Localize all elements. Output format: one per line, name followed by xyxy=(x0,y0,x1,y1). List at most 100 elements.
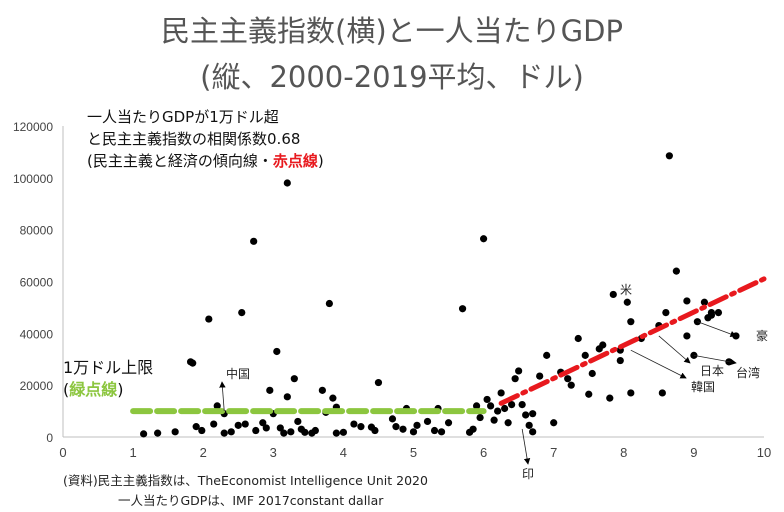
data-point xyxy=(476,413,484,422)
data-point xyxy=(262,424,270,432)
annotation-line3: (民主主義と経済の傾向線・赤点線) xyxy=(87,150,324,172)
data-point xyxy=(518,401,526,409)
data-point xyxy=(658,389,666,397)
cap-line1: 1万ドル上限 xyxy=(63,358,154,377)
data-point xyxy=(472,402,481,410)
point-label: 韓国 xyxy=(691,380,715,394)
cap-line2-prefix: ( xyxy=(63,380,70,399)
chart-title-line2: (縦、2000-2019平均、ドル) xyxy=(200,60,584,94)
data-point xyxy=(707,309,716,317)
data-point xyxy=(413,421,421,429)
data-point xyxy=(213,402,221,410)
data-point xyxy=(550,419,558,427)
data-point xyxy=(585,390,593,398)
x-tick-label: 6 xyxy=(480,445,487,460)
data-point xyxy=(210,420,218,428)
data-point xyxy=(599,341,607,349)
data-point xyxy=(529,428,537,436)
data-point xyxy=(623,298,631,306)
x-tick-label: 4 xyxy=(340,445,347,460)
data-point xyxy=(662,309,670,317)
data-point xyxy=(469,425,477,433)
data-point xyxy=(189,359,197,367)
point-label: 台湾 xyxy=(736,365,760,380)
data-point xyxy=(672,267,680,275)
point-label: 印 xyxy=(522,467,534,481)
y-tick-label: 20000 xyxy=(20,379,54,393)
data-point xyxy=(301,428,309,436)
data-point xyxy=(399,425,407,433)
data-point xyxy=(588,369,596,378)
annotation-line3-prefix: (民主主義と経済の傾向線・ xyxy=(87,152,273,170)
data-point xyxy=(616,356,624,365)
point-label: 中国 xyxy=(226,366,250,381)
data-point xyxy=(227,428,235,436)
red-trend-line xyxy=(498,276,767,406)
data-point xyxy=(318,386,326,394)
data-point xyxy=(567,381,575,389)
data-point xyxy=(234,421,242,429)
data-point xyxy=(515,367,523,375)
data-point xyxy=(501,404,509,413)
chart-title-line1: 民主主義指数(横)と一人当たりGDP xyxy=(161,14,623,48)
data-point xyxy=(480,235,488,243)
data-point xyxy=(483,395,491,404)
data-point xyxy=(290,375,298,383)
data-point xyxy=(504,419,512,427)
label-arrow xyxy=(521,428,531,465)
x-tick-label: 2 xyxy=(200,445,207,460)
correlation-annotation: 一人当たりGDPが1万ドル超 と民主主義指数の相関係数0.68 (民主主義と経済… xyxy=(87,106,324,172)
data-point xyxy=(171,428,179,436)
source-line2: 一人当たりGDPは、IMF 2017constant dallar xyxy=(118,493,384,508)
annotation-line3-suffix: ) xyxy=(317,152,324,170)
data-point xyxy=(325,299,333,308)
data-point xyxy=(700,298,709,306)
label-arrow xyxy=(697,321,737,338)
data-point xyxy=(294,417,302,426)
data-point xyxy=(283,393,291,401)
data-point xyxy=(458,305,467,313)
green-dotted-label: 緑点線 xyxy=(69,380,118,399)
data-point xyxy=(220,429,228,437)
label-arrow xyxy=(219,381,226,412)
source-line1: (資料)民主主義指数は、TheEconomist Intelligence Un… xyxy=(63,473,428,488)
data-point xyxy=(374,378,383,387)
data-point xyxy=(683,332,691,340)
data-point xyxy=(273,347,281,356)
data-point xyxy=(444,419,453,427)
annotation-line1: 一人当たりGDPが1万ドル超 xyxy=(87,108,279,126)
data-point xyxy=(511,375,519,383)
data-point xyxy=(329,394,337,402)
x-tick-label: 5 xyxy=(410,445,417,460)
red-dotted-label: 赤点線 xyxy=(272,152,318,170)
data-point xyxy=(574,334,582,343)
data-point xyxy=(487,402,495,410)
data-point xyxy=(529,410,537,418)
data-point xyxy=(280,429,288,437)
y-tick-label: 60000 xyxy=(20,276,54,290)
data-point xyxy=(252,426,260,435)
data-point xyxy=(525,421,533,429)
data-point xyxy=(311,426,319,435)
data-point xyxy=(409,428,418,436)
data-point xyxy=(339,428,347,436)
data-point xyxy=(430,426,439,435)
data-point xyxy=(497,389,505,397)
data-point xyxy=(259,419,267,427)
point-label: 豪 xyxy=(756,328,768,343)
data-point xyxy=(423,417,432,426)
y-tick-label: 120000 xyxy=(13,120,53,134)
y-tick-label: 100000 xyxy=(13,172,53,186)
data-point xyxy=(192,423,200,431)
data-point xyxy=(205,315,213,323)
data-point xyxy=(388,415,397,423)
data-point xyxy=(581,351,589,359)
data-point xyxy=(665,152,673,160)
x-tick-label: 8 xyxy=(620,445,627,460)
data-point xyxy=(392,423,400,431)
data-point xyxy=(683,297,691,305)
x-tick-label: 7 xyxy=(550,445,557,460)
data-point xyxy=(332,429,340,437)
data-point xyxy=(283,179,291,187)
